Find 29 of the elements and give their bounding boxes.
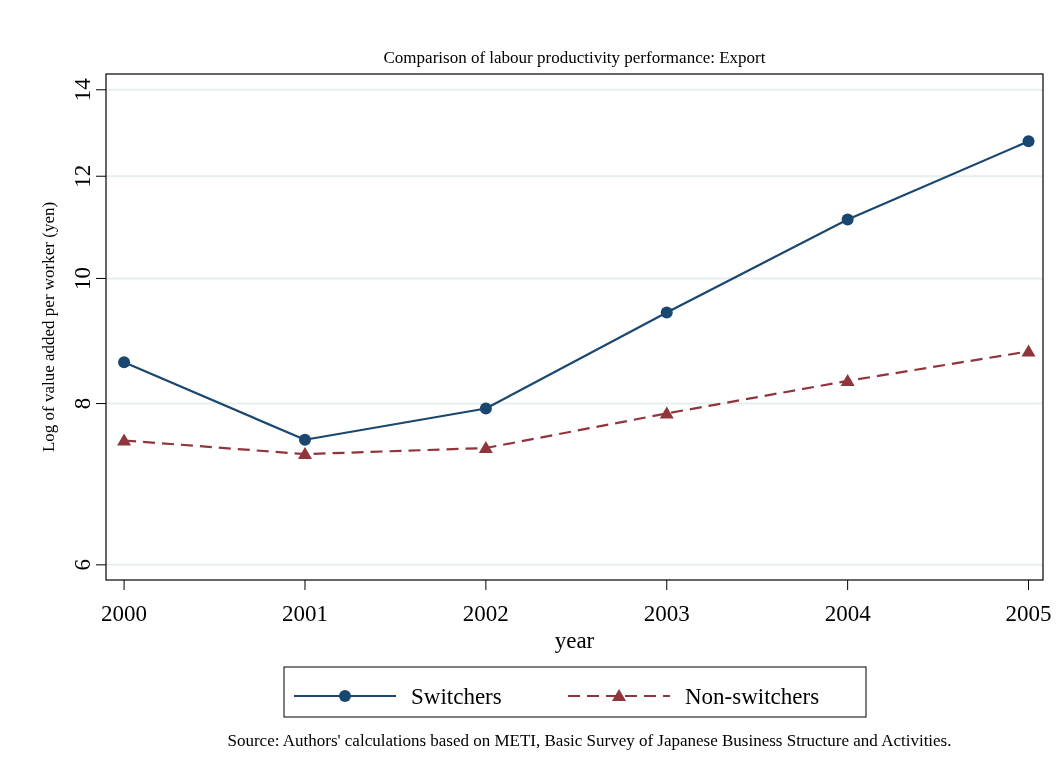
y-tick-label: 12 <box>70 164 95 188</box>
point <box>659 406 674 419</box>
point <box>117 433 132 446</box>
point <box>840 373 855 386</box>
x-tick-label: 2004 <box>824 601 872 626</box>
y-tick-label: 10 <box>70 266 95 290</box>
y-axis-title: Log of value added per worker (yen) <box>39 201 58 453</box>
source-note: Source: Authors' calculations based on METI, Basic Survey of Japanese Business Structure and Activities. <box>227 731 952 750</box>
point <box>841 213 854 226</box>
point <box>298 433 311 446</box>
point <box>1022 135 1035 148</box>
x-tick-label: 2001 <box>281 601 328 626</box>
y-tick-label: 6 <box>70 559 95 571</box>
x-tick-label: 2000 <box>101 601 148 626</box>
x-tick-label: 2003 <box>643 601 690 626</box>
legend-label: Switchers <box>411 684 502 709</box>
x-tick-label: 2005 <box>1005 601 1052 626</box>
legend-label: Non-switchers <box>685 684 820 709</box>
y-tick-label: 14 <box>70 77 95 102</box>
point <box>118 356 131 369</box>
point <box>1021 344 1036 357</box>
point <box>297 447 312 460</box>
y-tick-label: 8 <box>70 397 95 410</box>
chart-title: Comparison of labour productivity performance: Export <box>383 48 766 67</box>
x-axis-title: year <box>554 628 595 653</box>
point <box>660 306 673 319</box>
point <box>478 441 493 454</box>
point <box>479 402 492 415</box>
x-tick-label: 2002 <box>462 601 509 626</box>
